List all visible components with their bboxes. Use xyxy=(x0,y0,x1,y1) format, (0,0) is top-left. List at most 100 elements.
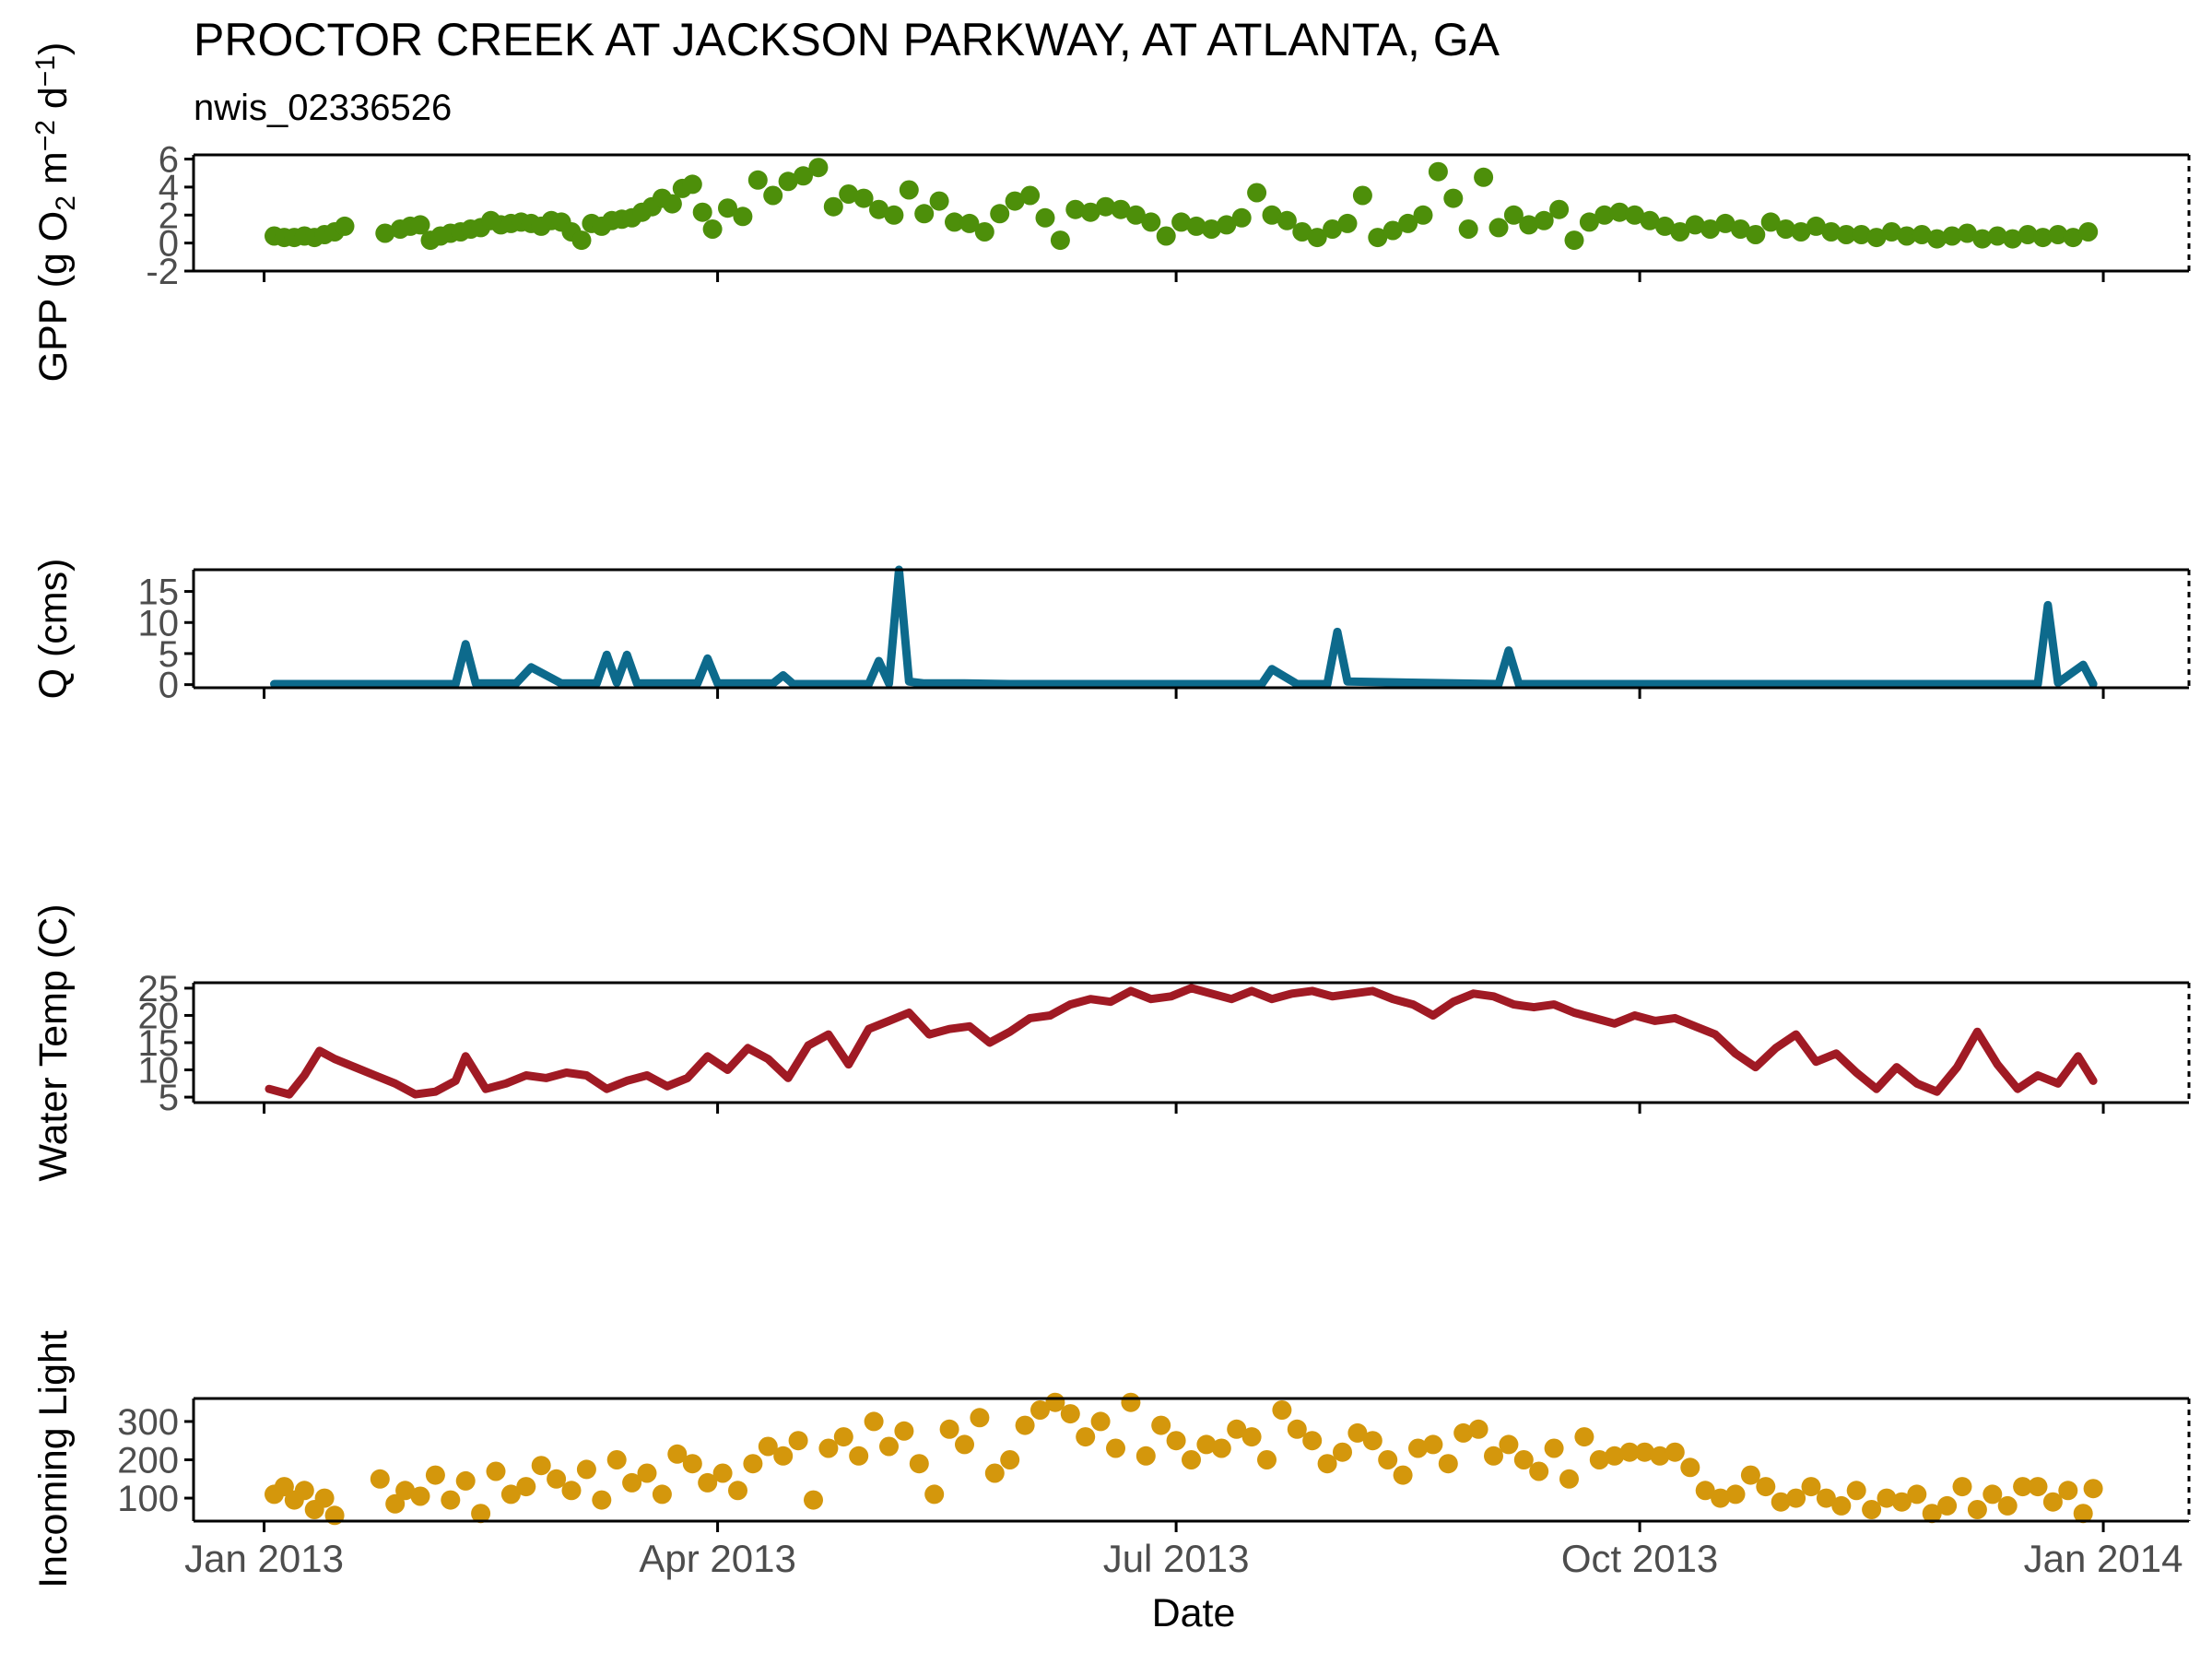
data-point xyxy=(1544,1438,1564,1458)
y-tick-label: 15 xyxy=(138,1023,180,1064)
data-point xyxy=(1125,205,1146,225)
data-point xyxy=(471,1504,491,1524)
data-point xyxy=(1035,207,1055,228)
data-point xyxy=(1196,1434,1217,1455)
data-point xyxy=(899,180,919,200)
data-point xyxy=(410,215,430,235)
data-point xyxy=(1972,229,1993,249)
data-point xyxy=(1362,1431,1382,1451)
panel-background xyxy=(194,983,2189,1103)
data-point xyxy=(682,1454,702,1474)
data-point xyxy=(1559,1469,1579,1489)
y-tick-label: 20 xyxy=(138,996,180,1036)
data-point xyxy=(576,1459,596,1480)
data-point xyxy=(1065,199,1086,219)
data-point xyxy=(712,1463,733,1483)
data-point xyxy=(1549,199,1570,219)
data-point xyxy=(1862,1500,1882,1519)
y-axis-label-part: ) xyxy=(31,42,76,55)
y-tick-label: 100 xyxy=(117,1479,179,1519)
y-tick-label: 0 xyxy=(159,224,179,265)
data-point xyxy=(945,212,964,232)
data-point xyxy=(1852,225,1872,244)
data-point xyxy=(1020,185,1041,206)
data-point xyxy=(314,1488,335,1508)
data-point xyxy=(561,1481,582,1501)
data-point xyxy=(1201,219,1221,239)
data-point xyxy=(1776,219,1796,239)
data-point xyxy=(2083,1479,2103,1499)
data-point xyxy=(1877,1488,1897,1508)
data-point xyxy=(1654,216,1675,236)
data-point xyxy=(1408,1438,1428,1458)
data-point xyxy=(1423,1434,1443,1455)
data-point xyxy=(1952,1477,1972,1497)
data-point xyxy=(1625,205,1645,225)
data-point xyxy=(1347,1422,1368,1443)
data-point xyxy=(1231,207,1252,228)
chart-title: PROCTOR CREEK AT JACKSON PARKWAY, AT ATL… xyxy=(194,14,1500,65)
data-point xyxy=(547,1469,567,1489)
data-point xyxy=(1333,1442,1352,1462)
data-point xyxy=(1605,1446,1625,1466)
data-point xyxy=(571,230,592,251)
data-point xyxy=(1111,199,1131,219)
data-point xyxy=(375,223,395,243)
data-point xyxy=(1967,1500,1987,1519)
data-point xyxy=(1957,223,1977,243)
data-point xyxy=(1700,219,1721,239)
panel-background xyxy=(194,155,2189,271)
data-point xyxy=(1912,225,1932,244)
data-point xyxy=(1090,1411,1111,1432)
data-point xyxy=(1640,210,1660,230)
data-point xyxy=(1529,1461,1549,1481)
chart-subtitle: nwis_02336526 xyxy=(194,88,452,128)
data-point xyxy=(959,213,980,233)
data-point xyxy=(1398,213,1418,233)
data-point xyxy=(2003,229,2023,249)
data-point xyxy=(1846,1481,1866,1501)
data-point xyxy=(1030,1400,1050,1420)
data-point xyxy=(1166,1431,1186,1451)
data-point xyxy=(294,1481,314,1501)
data-point xyxy=(1241,1427,1262,1447)
data-point xyxy=(1801,1477,1821,1497)
data-point xyxy=(1746,225,1766,244)
data-point xyxy=(1050,230,1070,251)
data-point xyxy=(864,1411,884,1432)
data-point xyxy=(1881,222,1901,242)
data-point xyxy=(1685,215,1705,235)
data-point xyxy=(1247,183,1267,203)
data-point xyxy=(1942,226,1962,246)
data-point xyxy=(2028,1477,2048,1497)
data-point xyxy=(1711,1488,1731,1508)
y-axis-label-part: m xyxy=(31,151,76,195)
data-point xyxy=(1665,1442,1685,1462)
data-point xyxy=(1484,1446,1503,1466)
data-point xyxy=(833,1427,853,1447)
data-point xyxy=(990,204,1010,224)
y-axis-label: Q (cms) xyxy=(31,559,76,700)
series-line xyxy=(265,984,2098,1099)
x-tick-label: Jan 2014 xyxy=(2024,1537,2183,1580)
data-point xyxy=(914,204,935,224)
data-point xyxy=(702,219,723,239)
data-point xyxy=(1579,212,1599,232)
data-point xyxy=(1574,1427,1594,1447)
y-axis-label: GPP (g O2 m−2 d−1) xyxy=(30,42,82,383)
data-point xyxy=(1564,230,1584,251)
data-point xyxy=(794,166,813,186)
data-point xyxy=(2073,1504,2093,1524)
data-point xyxy=(1337,213,1358,233)
data-point xyxy=(1786,1488,1806,1508)
data-point xyxy=(1866,228,1887,248)
x-axis-label: Date xyxy=(1152,1591,1236,1635)
data-point xyxy=(1060,1404,1080,1424)
y-axis-label-part: 2 xyxy=(51,195,81,211)
data-point xyxy=(970,1408,990,1428)
data-point xyxy=(1816,1488,1836,1508)
data-point xyxy=(1831,1495,1852,1516)
